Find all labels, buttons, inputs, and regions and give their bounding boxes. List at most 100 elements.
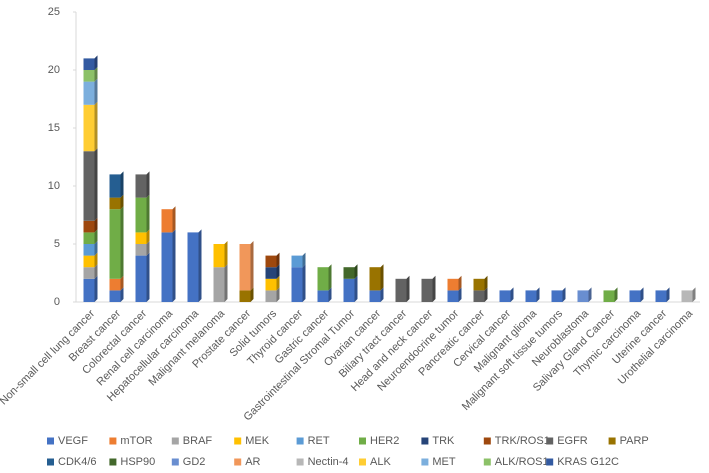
bar-segment xyxy=(369,290,381,302)
bar-side xyxy=(146,194,150,233)
legend-swatch xyxy=(296,437,304,445)
bar-side xyxy=(94,67,98,82)
bar-segment xyxy=(135,244,147,256)
bar-side xyxy=(328,264,332,291)
bar-side xyxy=(354,275,358,302)
bar-segment xyxy=(83,151,95,221)
bar-segment xyxy=(551,290,563,302)
y-tick-label: 20 xyxy=(48,64,60,76)
legend-label: KRAS G12C xyxy=(557,456,619,468)
legend-label: BRAF xyxy=(183,435,213,447)
bar-segment xyxy=(291,255,303,268)
bar-side xyxy=(224,241,228,268)
bar-segment xyxy=(83,104,95,152)
bar-segment xyxy=(109,174,121,198)
bar-segment xyxy=(629,290,641,302)
bar-side xyxy=(172,229,176,302)
legend-label: PARP xyxy=(620,435,649,447)
bar-side xyxy=(250,287,254,302)
bar-side xyxy=(120,287,124,302)
legend-swatch xyxy=(296,458,304,466)
bar-segment xyxy=(421,278,433,302)
legend-swatch xyxy=(234,458,242,466)
bar-side xyxy=(458,287,462,302)
bar-segment xyxy=(83,255,95,268)
bar-side xyxy=(120,206,124,279)
bar-side xyxy=(224,264,228,302)
legend-swatch xyxy=(483,437,491,445)
bar-segment xyxy=(265,278,277,291)
y-tick-label: 5 xyxy=(54,238,60,250)
legend-swatch xyxy=(546,458,554,466)
bar-segment xyxy=(343,267,355,279)
bar-segment xyxy=(343,278,355,302)
bar-side xyxy=(146,241,150,256)
bar-segment xyxy=(83,232,95,244)
x-tick-label: Non-small cell lung cancer xyxy=(0,307,97,407)
bar-segment xyxy=(655,290,667,302)
bar-segment xyxy=(83,267,95,279)
bar-segment xyxy=(265,267,277,279)
legend-swatch xyxy=(608,437,616,445)
bar-side xyxy=(484,275,488,291)
bar-side xyxy=(380,264,384,291)
bar-side xyxy=(120,194,124,210)
bar-side xyxy=(302,264,306,302)
legend-swatch xyxy=(234,437,242,445)
legend-swatch xyxy=(421,437,429,445)
bar-side xyxy=(94,275,98,302)
legend-label: HSP90 xyxy=(120,456,155,468)
legend-swatch xyxy=(359,437,366,445)
bar-side xyxy=(94,148,98,221)
bar-side xyxy=(484,287,488,302)
bar-side xyxy=(276,275,280,291)
bar-side xyxy=(172,206,176,233)
bar-segment xyxy=(473,290,485,302)
legend-swatch xyxy=(483,458,491,466)
bar-side xyxy=(588,287,592,302)
bar-segment xyxy=(213,244,225,268)
legend-label: EGFR xyxy=(557,435,588,447)
bar-side xyxy=(146,252,150,302)
bar-side xyxy=(94,264,98,279)
bar-segment xyxy=(395,278,407,302)
legend-swatch xyxy=(47,437,54,445)
legend-swatch xyxy=(359,458,366,466)
bar-side xyxy=(380,287,384,302)
bar-segment xyxy=(109,278,121,291)
legend-label: mTOR xyxy=(120,435,152,447)
bar-segment xyxy=(135,232,147,244)
bar-segment xyxy=(499,290,511,302)
legend-swatch xyxy=(47,458,54,466)
y-tick-label: 0 xyxy=(54,296,60,308)
bar-segment xyxy=(577,290,589,302)
bar-segment xyxy=(109,209,121,279)
bar-segment xyxy=(161,209,173,233)
bar-side xyxy=(536,287,540,302)
bar-side xyxy=(458,275,462,291)
bar-side xyxy=(406,275,410,302)
legend-swatch xyxy=(171,437,179,445)
legend-label: VEGF xyxy=(58,435,88,447)
legend-swatch xyxy=(109,437,117,445)
bar-side xyxy=(120,171,124,198)
bar-segment xyxy=(291,267,303,302)
bar-segment xyxy=(317,290,329,302)
bar-side xyxy=(302,252,306,268)
bar-segment xyxy=(525,290,537,302)
bar-side xyxy=(198,229,202,302)
bar-segment xyxy=(603,290,615,302)
bar-side xyxy=(692,287,696,302)
bar-side xyxy=(94,78,98,105)
bar-side xyxy=(120,275,124,291)
bar-segment xyxy=(109,197,121,210)
bar-segment xyxy=(681,290,693,302)
bar-side xyxy=(146,171,150,198)
bar-side xyxy=(666,287,670,302)
bar-side xyxy=(328,287,332,302)
bar-segment xyxy=(447,278,459,291)
bar-side xyxy=(276,264,280,279)
bar-side xyxy=(614,287,618,302)
legend-swatch xyxy=(546,437,554,445)
